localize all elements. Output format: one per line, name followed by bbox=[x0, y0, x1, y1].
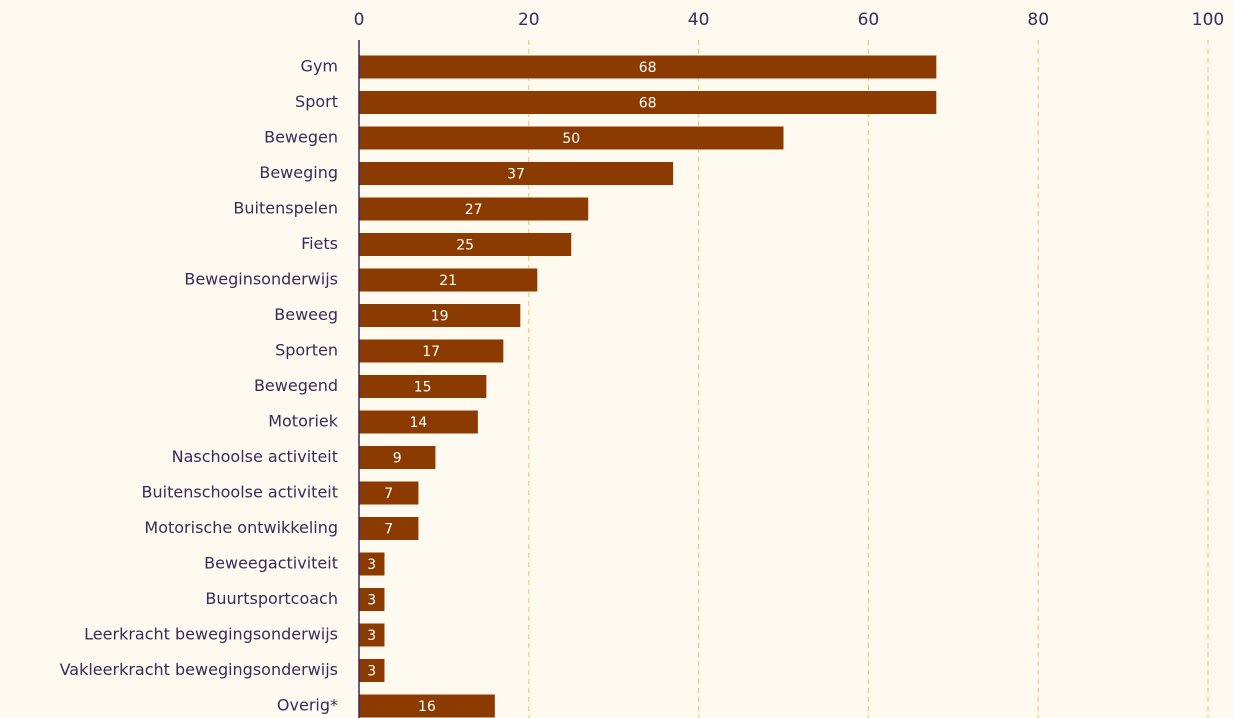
bar bbox=[359, 410, 478, 434]
category-label: Leerkracht bewegingsonderwijs bbox=[84, 625, 338, 644]
x-tick-label: 100 bbox=[1192, 10, 1224, 30]
bar bbox=[359, 55, 937, 79]
category-label: Sport bbox=[295, 92, 338, 111]
x-tick-label: 0 bbox=[354, 10, 365, 30]
category-label: Sporten bbox=[275, 341, 338, 360]
value-label: 15 bbox=[414, 380, 432, 396]
bar bbox=[359, 517, 419, 540]
bar bbox=[359, 304, 521, 327]
value-label: 68 bbox=[639, 96, 657, 112]
value-label: 14 bbox=[410, 415, 428, 431]
value-label: 19 bbox=[431, 309, 449, 325]
bar bbox=[359, 694, 495, 718]
category-label: Bewegend bbox=[254, 376, 338, 395]
value-label: 50 bbox=[562, 131, 580, 147]
value-label: 68 bbox=[639, 60, 657, 76]
category-label: Beweging bbox=[259, 163, 338, 182]
x-tick-label: 80 bbox=[1027, 10, 1049, 30]
bar bbox=[359, 197, 589, 221]
bar bbox=[359, 233, 572, 256]
value-label: 9 bbox=[393, 451, 402, 467]
bar bbox=[359, 659, 385, 682]
value-label: 3 bbox=[367, 664, 376, 680]
value-label: 3 bbox=[367, 557, 376, 573]
bar bbox=[359, 588, 385, 611]
category-label: Vakleerkracht bewegingsonderwijs bbox=[60, 660, 338, 679]
value-label: 21 bbox=[439, 273, 457, 289]
value-label: 16 bbox=[418, 699, 436, 715]
x-tick-label: 40 bbox=[688, 10, 710, 30]
category-label: Fiets bbox=[301, 234, 338, 253]
value-label: 3 bbox=[367, 628, 376, 644]
bar bbox=[359, 91, 937, 114]
category-label: Beweginsonderwijs bbox=[184, 270, 338, 289]
bar bbox=[359, 126, 784, 150]
category-label: Overig* bbox=[277, 696, 338, 715]
bar bbox=[359, 268, 538, 292]
value-label: 7 bbox=[384, 522, 393, 538]
value-label: 37 bbox=[507, 167, 525, 183]
bar bbox=[359, 446, 436, 469]
value-label: 7 bbox=[384, 486, 393, 502]
category-label: Buurtsportcoach bbox=[205, 589, 338, 608]
bar bbox=[359, 552, 385, 576]
value-label: 3 bbox=[367, 593, 376, 609]
value-label: 25 bbox=[456, 238, 474, 254]
category-label: Beweegactiviteit bbox=[204, 554, 338, 573]
value-label: 17 bbox=[422, 344, 440, 360]
x-tick-label: 20 bbox=[518, 10, 540, 30]
category-label: Motoriek bbox=[268, 412, 339, 431]
category-label: Gym bbox=[301, 57, 338, 76]
category-label: Bewegen bbox=[264, 128, 338, 147]
bar bbox=[359, 339, 504, 363]
value-label: 27 bbox=[465, 202, 483, 218]
category-label: Motorische ontwikkeling bbox=[144, 518, 338, 537]
bar bbox=[359, 162, 674, 185]
category-label: Buitenschoolse activiteit bbox=[142, 483, 338, 502]
bar bbox=[359, 375, 487, 398]
bar bbox=[359, 623, 385, 647]
category-label: Naschoolse activiteit bbox=[172, 447, 338, 466]
bar bbox=[359, 481, 419, 505]
x-tick-label: 60 bbox=[858, 10, 880, 30]
category-label: Beweeg bbox=[274, 305, 338, 324]
category-label: Buitenspelen bbox=[233, 199, 338, 218]
